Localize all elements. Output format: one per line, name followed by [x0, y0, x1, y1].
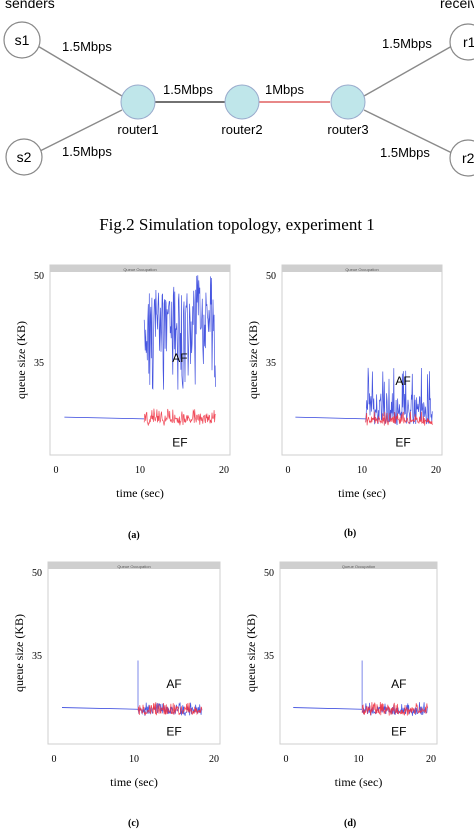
series-label-ef: EF: [172, 435, 187, 449]
x-tick-label: 20: [219, 465, 229, 476]
x-axis-label: time (sec): [338, 486, 386, 500]
plot-header-bar: [282, 265, 442, 272]
x-axis-label: time (sec): [335, 775, 383, 789]
link-s2-router1: [35, 109, 123, 154]
link-router3-r1: [363, 45, 453, 97]
x-tick-label: 20: [431, 465, 441, 476]
y-tick-label: 35: [264, 651, 274, 662]
series-ef-line: [143, 408, 216, 426]
panel-label-d: (d): [344, 818, 357, 829]
link-label-s2-router1: 1.5Mbps: [62, 144, 112, 159]
link-label-router2-router3: 1Mbps: [265, 82, 305, 97]
x-axis-label: time (sec): [116, 486, 164, 500]
node-router2: [224, 84, 260, 120]
topology-diagram: senders receivers s1 s2 router1 router2 …: [3, 0, 474, 177]
series-label-ef: EF: [166, 725, 181, 739]
x-tick-label: 10: [357, 465, 367, 476]
x-tick-label: 0: [286, 465, 291, 476]
series-label-af: AF: [391, 677, 406, 691]
plot-frame: [279, 561, 438, 745]
series-label-ef: EF: [395, 435, 410, 449]
plot-header-text: Queue Occupation: [123, 267, 156, 272]
senders-label: senders: [5, 0, 55, 11]
node-router3: [330, 84, 366, 120]
panel-d: Queue Occupation 50 35 0 10 20 time (sec) queue…: [237, 552, 474, 807]
node-s1: [3, 21, 41, 59]
panel-label-a: (a): [128, 530, 140, 541]
plot-header-bar: [280, 562, 437, 569]
link-label-s1-router1: 1.5Mbps: [62, 39, 112, 54]
chart-a: Queue Occupation 50 35 0 10 20 time (sec) queue…: [14, 264, 231, 500]
panel-label-c: (c): [128, 818, 140, 829]
panel-b: Queue Occupation 50 35 0 10 20 time (sec) queue…: [237, 255, 474, 510]
x-tick-label: 10: [354, 754, 364, 765]
series-af-baseline: [64, 416, 145, 420]
series-label-af: AF: [172, 351, 187, 365]
x-tick-label: 0: [54, 465, 59, 476]
plot-frame: [47, 561, 221, 745]
chart-c: Queue Occupation 50 35 0 10 20 time (sec) queue…: [12, 561, 221, 789]
node-r1: [449, 23, 474, 61]
series-af-baseline: [293, 707, 363, 710]
node-router2-label: router2: [221, 122, 262, 137]
x-tick-label: 20: [209, 754, 219, 765]
x-tick-label: 0: [52, 754, 57, 765]
node-router3-label: router3: [327, 122, 368, 137]
series-ef-line: [361, 701, 428, 716]
series-af-baseline: [61, 707, 139, 710]
node-s2-label: s2: [17, 149, 32, 165]
node-r2-label: r2: [462, 150, 474, 166]
panel-c: Queue Occupation 50 35 0 10 20 time (sec) queue…: [0, 552, 237, 807]
link-label-router1-router2: 1.5Mbps: [163, 82, 213, 97]
y-axis-label: queue size (KB): [12, 614, 26, 692]
node-r2: [449, 139, 474, 177]
y-tick-label: 35: [32, 651, 42, 662]
plot-header-text: Queue Occupation: [345, 267, 378, 272]
series-label-ef: EF: [391, 725, 406, 739]
link-s1-router1: [35, 44, 123, 97]
x-tick-label: 20: [426, 754, 436, 765]
series-label-af: AF: [395, 374, 410, 388]
link-router3-r2: [363, 109, 453, 154]
y-axis-label: queue size (KB): [246, 321, 260, 399]
series-af-line: [365, 367, 433, 426]
node-s2: [5, 138, 43, 176]
chart-d: Queue Occupation 50 35 0 10 20 time (sec) queue…: [244, 561, 438, 789]
plot-frame: [281, 264, 443, 456]
series-af-baseline: [295, 416, 366, 420]
y-tick-label: 50: [32, 568, 42, 579]
receivers-label: receivers: [440, 0, 474, 11]
x-tick-label: 0: [284, 754, 289, 765]
panel-a: Queue Occupation 50 35 0 10 20 time (sec) queue…: [0, 255, 237, 510]
link-label-router3-r2: 1.5Mbps: [380, 145, 430, 160]
y-tick-label: 35: [266, 358, 276, 369]
y-tick-label: 35: [34, 358, 44, 369]
y-tick-label: 50: [266, 271, 276, 282]
x-tick-label: 10: [129, 754, 139, 765]
figure-caption: Fig.2 Simulation topology, experiment 1: [99, 215, 375, 234]
node-r1-label: r1: [463, 34, 474, 50]
x-tick-label: 10: [135, 465, 145, 476]
y-tick-label: 50: [264, 568, 274, 579]
y-axis-label: queue size (KB): [244, 614, 258, 692]
series-label-af: AF: [166, 677, 181, 691]
node-router1-label: router1: [117, 122, 158, 137]
plot-header-bar: [48, 562, 220, 569]
series-ef-line: [365, 411, 433, 426]
series-af-line: [143, 275, 216, 390]
link-label-router3-r1: 1.5Mbps: [382, 36, 432, 51]
x-axis-label: time (sec): [110, 775, 158, 789]
plot-header-text: Queue Occupation: [342, 564, 375, 569]
series-ef-line: [137, 702, 203, 716]
y-tick-label: 50: [34, 271, 44, 282]
y-axis-label: queue size (KB): [14, 321, 28, 399]
plot-header-text: Queue Occupation: [117, 564, 150, 569]
chart-b: Queue Occupation 50 35 0 10 20 time (sec) queue…: [246, 264, 443, 500]
node-s1-label: s1: [15, 32, 30, 48]
panel-label-b: (b): [344, 528, 357, 539]
node-router1: [120, 84, 156, 120]
plot-header-bar: [50, 265, 230, 272]
